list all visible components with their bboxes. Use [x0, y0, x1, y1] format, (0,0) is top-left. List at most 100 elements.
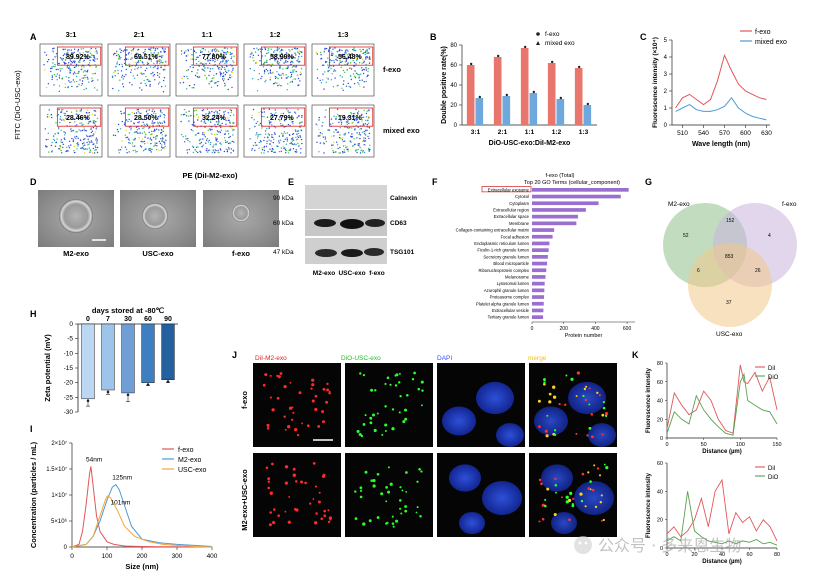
y-axis-label: Concentration (particles / mL) [29, 441, 38, 548]
flow-event-dot [283, 140, 285, 143]
chart-subtitle: Top 20 GO Terms (cellular_component) [524, 180, 620, 186]
flow-event-dot [296, 133, 298, 135]
flow-event-dot [203, 53, 206, 56]
flow-event-dot [289, 149, 291, 151]
flow-event-dot [224, 74, 227, 76]
category-label: Extracellular vesicle [492, 308, 530, 313]
flow-event-dot [232, 60, 234, 62]
flow-event-dot [346, 121, 348, 124]
vesicle-dot [374, 389, 377, 392]
flow-event-dot [270, 121, 272, 123]
flow-event-dot [345, 60, 347, 62]
flow-event-dot [83, 126, 85, 128]
flow-event-dot [66, 66, 69, 68]
legend-label: f-exo [545, 31, 560, 38]
flow-event-dot [96, 117, 99, 120]
flow-event-dot [284, 132, 286, 134]
flow-event-dot [355, 57, 358, 60]
y-axis-label: Fluorescence intensity [646, 367, 652, 433]
flow-event-dot [341, 139, 344, 141]
y-tick-label: 60 [450, 63, 457, 69]
flow-event-dot [150, 60, 152, 62]
flow-event-dot [83, 152, 86, 154]
flow-event-dot [200, 141, 203, 144]
flow-event-dot [194, 149, 196, 151]
flow-event-dot [130, 120, 132, 122]
flow-event-dot [79, 117, 81, 120]
flow-event-dot [73, 51, 76, 54]
vesicle-dot [598, 474, 602, 477]
flow-event-dot [356, 132, 358, 134]
flow-event-dot [286, 138, 289, 141]
legend-marker [536, 32, 540, 36]
flow-event-dot [368, 62, 371, 64]
flow-event-dot [205, 142, 207, 144]
flow-event-dot [356, 112, 359, 114]
flow-ylabel: FITC (DiO-USC-exo) [13, 70, 22, 140]
flow-event-dot [215, 138, 217, 140]
flow-event-dot [94, 124, 97, 126]
flow-event-dot [278, 62, 280, 64]
vesicle-dot [292, 467, 296, 471]
flow-event-dot [90, 135, 92, 137]
vesicle-dot [283, 415, 286, 418]
flow-event-dot [330, 118, 333, 120]
flow-event-dot [84, 129, 86, 132]
flow-event-dot [218, 56, 221, 58]
flow-event-dot [137, 61, 140, 63]
flow-event-dot [257, 134, 259, 136]
flow-event-dot [209, 68, 212, 70]
flow-event-dot [225, 141, 227, 144]
vesicle-dot [271, 462, 274, 466]
flow-event-dot [299, 136, 302, 138]
flow-event-dot [94, 149, 96, 151]
flow-event-dot [140, 117, 143, 119]
flow-event-dot [139, 59, 142, 62]
flow-event-dot [73, 62, 76, 64]
flow-event-dot [231, 127, 233, 130]
legend-label: M2-exo [178, 457, 201, 464]
flow-event-dot [76, 55, 78, 58]
flow-event-dot [347, 116, 349, 118]
flow-event-dot [322, 79, 324, 81]
flow-event-dot [146, 63, 149, 65]
flow-event-dot [87, 138, 89, 140]
flow-event-dot [202, 138, 204, 140]
flow-event-dot [45, 138, 48, 141]
flow-event-dot [352, 121, 354, 124]
flow-event-dot [63, 53, 66, 55]
flow-event-dot [357, 110, 360, 112]
flow-event-dot [127, 58, 129, 60]
flow-event-dot [59, 57, 62, 59]
flow-event-dot [192, 130, 194, 132]
flow-event-dot [251, 53, 253, 55]
bar [532, 261, 548, 266]
flow-event-dot [181, 77, 183, 80]
flow-event-dot [214, 58, 216, 61]
flow-event-dot [69, 72, 72, 74]
flow-event-dot [188, 110, 190, 113]
flow-event-dot [342, 89, 344, 92]
flow-event-dot [156, 145, 158, 147]
x-tick-label: 90 [164, 316, 172, 323]
x-tick-label: 0 [531, 326, 534, 332]
flow-event-dot [94, 114, 96, 116]
flow-event-dot [70, 130, 73, 132]
flow-event-dot [279, 67, 281, 69]
flow-event-dot [339, 59, 341, 61]
bar [141, 323, 155, 383]
flow-event-dot [130, 53, 133, 55]
x-tick-label: 60 [144, 316, 152, 323]
flow-event-dot [233, 141, 235, 143]
flow-event-dot [263, 72, 266, 74]
vesicle-dot [304, 481, 307, 485]
data-point [586, 102, 590, 106]
flow-event-dot [212, 59, 214, 62]
flow-event-dot [80, 77, 83, 80]
vesicle-dot [384, 405, 387, 408]
flow-event-dot [51, 75, 53, 77]
flow-event-dot [287, 61, 289, 63]
vesicle-dot [311, 378, 315, 382]
flow-event-dot [77, 50, 79, 52]
flow-event-dot [263, 146, 265, 149]
